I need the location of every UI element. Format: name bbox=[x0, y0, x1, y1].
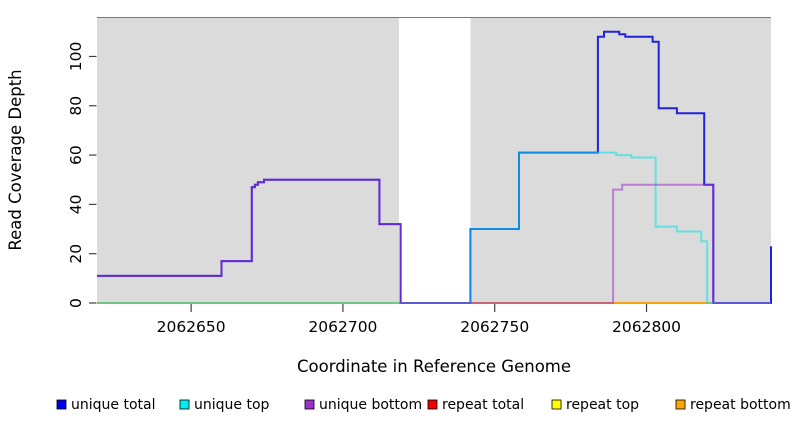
legend-swatch-repeat-total bbox=[427, 399, 438, 410]
legend: unique total unique top unique bottom repea… bbox=[56, 397, 791, 413]
x-tick-label: 2062650 bbox=[157, 318, 226, 336]
legend-label-unique-top: unique top bbox=[194, 397, 270, 413]
legend-label-repeat-top: repeat top bbox=[566, 397, 639, 413]
legend-swatch-repeat-bottom bbox=[675, 399, 686, 410]
legend-swatch-unique-bottom bbox=[304, 399, 315, 410]
y-tick-label: 100 bbox=[67, 42, 85, 72]
x-tick-label: 2062700 bbox=[308, 318, 377, 336]
legend-swatch-unique-top bbox=[179, 399, 190, 410]
legend-swatch-repeat-top bbox=[551, 399, 562, 410]
axes: 2062650 2062700 2062750 2062800 0 20 40 60 80 100 bbox=[67, 42, 681, 336]
legend-item-unique-total: unique total bbox=[56, 397, 155, 413]
legend-item-unique-bottom: unique bottom bbox=[304, 397, 422, 413]
legend-item-unique-top: unique top bbox=[179, 397, 270, 413]
legend-label-repeat-total: repeat total bbox=[442, 397, 524, 413]
y-tick-label: 60 bbox=[67, 145, 85, 165]
series-lines bbox=[97, 30, 772, 304]
legend-label-unique-total: unique total bbox=[71, 397, 155, 413]
legend-item-repeat-total: repeat total bbox=[427, 397, 524, 413]
legend-label-unique-bottom: unique bottom bbox=[319, 397, 422, 413]
y-tick-label: 20 bbox=[67, 244, 85, 264]
plot-background bbox=[97, 17, 771, 303]
series-unique-bottom-line bbox=[97, 178, 771, 304]
legend-label-repeat-bottom: repeat bottom bbox=[690, 397, 791, 413]
series-unique-top-line bbox=[97, 151, 771, 304]
y-tick-label: 80 bbox=[67, 96, 85, 116]
y-axis-label: Read Coverage Depth bbox=[6, 69, 25, 250]
shaded-region-right bbox=[470, 17, 771, 303]
shaded-region-left bbox=[97, 17, 400, 303]
legend-swatch-unique-total bbox=[56, 399, 67, 410]
y-tick-label: 40 bbox=[67, 195, 85, 215]
gap-region bbox=[399, 17, 471, 303]
y-tick-label: 0 bbox=[67, 298, 85, 308]
x-axis-label: Coordinate in Reference Genome bbox=[297, 357, 571, 376]
x-tick-label: 2062800 bbox=[612, 318, 681, 336]
legend-item-repeat-bottom: repeat bottom bbox=[675, 397, 791, 413]
legend-item-repeat-top: repeat top bbox=[551, 397, 639, 413]
x-tick-label: 2062750 bbox=[460, 318, 529, 336]
